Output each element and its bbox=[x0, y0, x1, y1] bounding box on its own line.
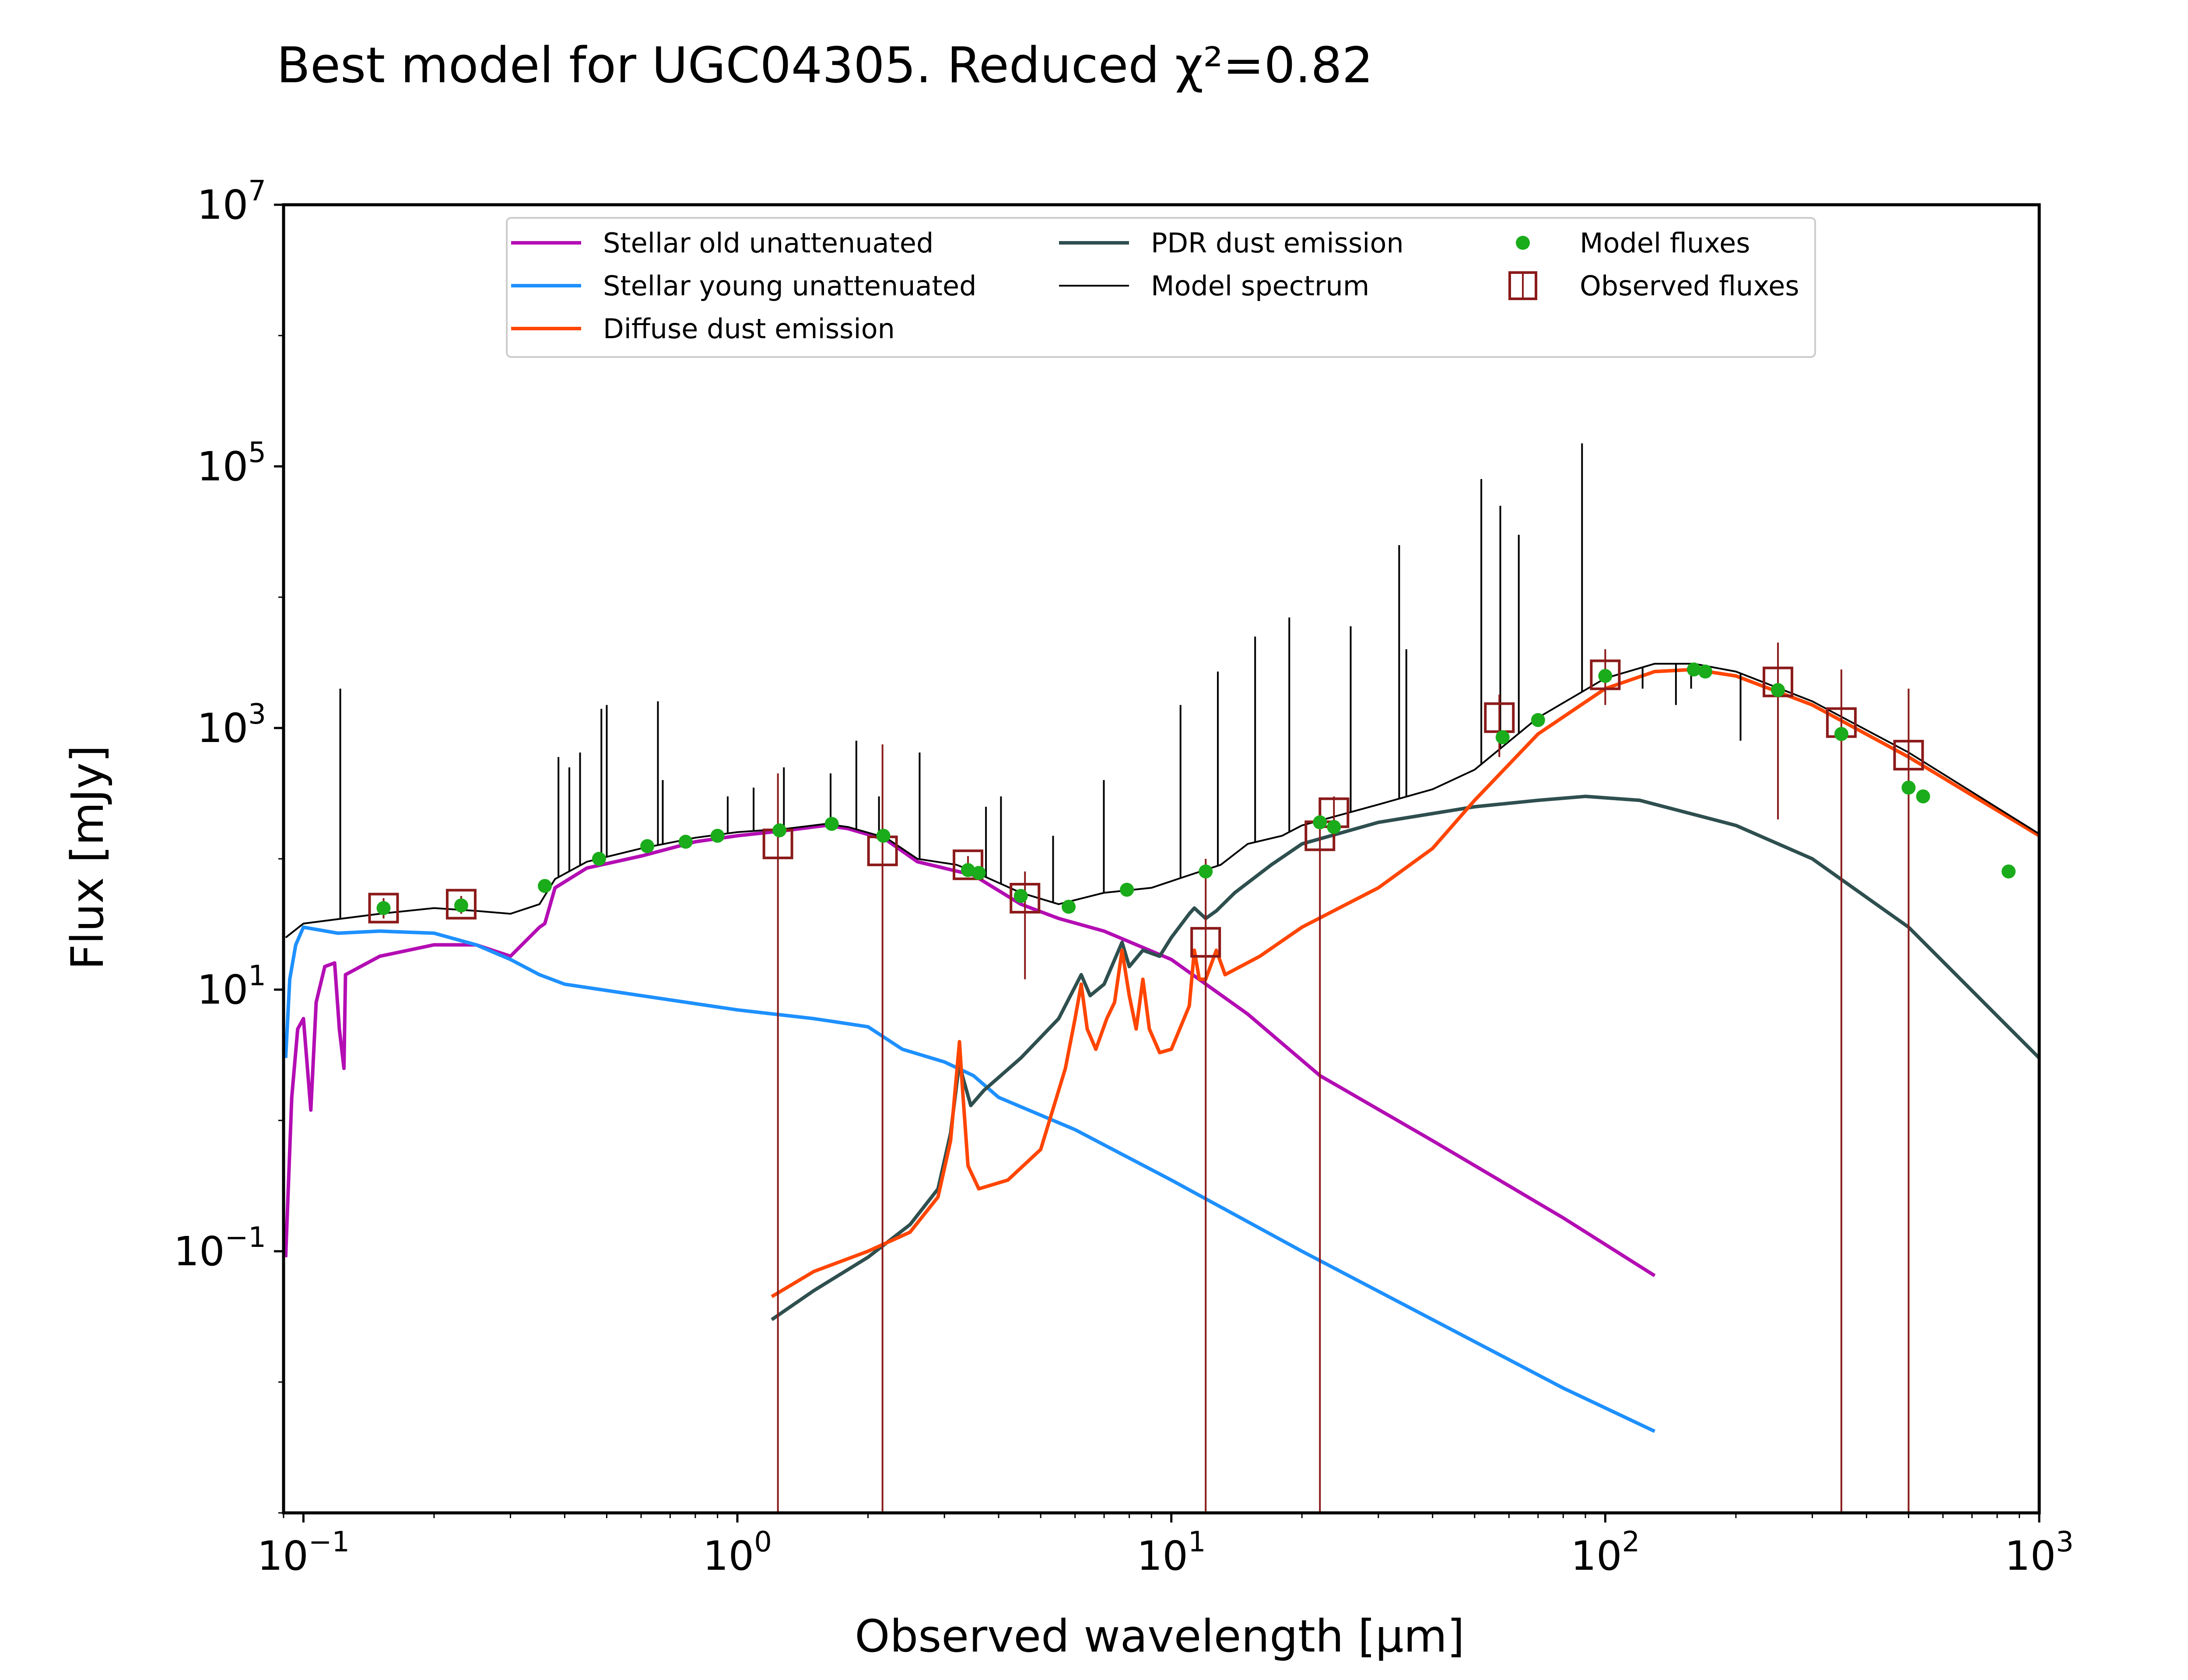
y-axis-label: Flux [mJy] bbox=[62, 745, 114, 970]
y-tick-label: 107 bbox=[197, 175, 266, 228]
series-stellar-young-unattenuated bbox=[284, 925, 1656, 1433]
legend-label: Stellar young unattenuated bbox=[603, 270, 976, 302]
series-stellar-old-unattenuated bbox=[284, 823, 1656, 1278]
legend-item-model-fluxes: Model fluxes bbox=[1516, 227, 1750, 259]
legend: Stellar old unattenuated Stellar young un… bbox=[506, 217, 1816, 358]
model-flux-point bbox=[376, 901, 391, 915]
model-flux-point bbox=[454, 898, 468, 913]
legend-box bbox=[506, 217, 1816, 358]
y-axis: 10−1 101 103 105 107 bbox=[174, 175, 284, 1514]
legend-item-model-spectrum: Model spectrum bbox=[1059, 270, 1369, 302]
legend-label: Observed fluxes bbox=[1580, 270, 1799, 302]
model-flux-point bbox=[1327, 820, 1341, 834]
series-model-spectrum bbox=[285, 663, 2039, 938]
y-tick-label: 101 bbox=[197, 960, 266, 1013]
model-flux-point bbox=[1062, 900, 1076, 914]
model-flux-point bbox=[961, 863, 975, 877]
legend-label: PDR dust emission bbox=[1151, 227, 1404, 259]
model-flux-point bbox=[971, 866, 986, 880]
model-flux-point bbox=[1771, 683, 1785, 697]
plot-frame bbox=[282, 203, 2041, 1515]
model-flux-point bbox=[1313, 815, 1327, 830]
model-flux-point bbox=[1531, 713, 1545, 727]
markers-layer bbox=[368, 642, 2016, 1513]
legend-swatch bbox=[1516, 236, 1530, 250]
x-tick-label: 101 bbox=[1137, 1526, 1206, 1579]
model-flux-point bbox=[678, 835, 693, 849]
model-flux-point bbox=[1698, 665, 1712, 679]
model-flux-point bbox=[1495, 730, 1510, 745]
y-tick-label: 10−1 bbox=[174, 1222, 266, 1275]
model-flux-point bbox=[1901, 780, 1916, 795]
observed-flux-marker bbox=[953, 849, 984, 880]
y-tick-label: 103 bbox=[197, 698, 266, 752]
legend-item-stellar-young-unattenuated: Stellar young unattenuated bbox=[511, 270, 976, 302]
legend-label: Stellar old unattenuated bbox=[603, 227, 933, 259]
model-flux-point bbox=[1120, 882, 1134, 897]
x-tick-label: 103 bbox=[2005, 1526, 2074, 1579]
x-tick-label: 102 bbox=[1571, 1526, 1640, 1579]
model-flux-point bbox=[1199, 864, 1213, 878]
model-flux-point bbox=[876, 829, 891, 843]
model-flux-point bbox=[592, 852, 606, 866]
observed-flux-marker bbox=[1590, 659, 1621, 690]
legend-item-observed-fluxes: Observed fluxes bbox=[1508, 270, 1799, 302]
chart-title: Best model for UGC04305. Reduced χ²=0.82 bbox=[277, 37, 1373, 94]
model-flux-point bbox=[1687, 662, 1701, 677]
model-flux-point bbox=[772, 823, 787, 837]
y-tick-label: 105 bbox=[197, 437, 266, 490]
legend-label: Model spectrum bbox=[1151, 270, 1369, 302]
model-flux-point bbox=[2002, 864, 2016, 878]
legend-item-stellar-old-unattenuated: Stellar old unattenuated bbox=[511, 227, 933, 259]
model-flux-point bbox=[710, 829, 725, 843]
x-tick-label: 10−1 bbox=[257, 1526, 350, 1579]
observed-flux-marker bbox=[445, 889, 477, 920]
model-flux-point bbox=[1598, 669, 1613, 683]
series-layer bbox=[284, 443, 2039, 1433]
observed-flux-marker bbox=[1190, 927, 1221, 958]
model-flux-point bbox=[1834, 727, 1848, 741]
legend-item-diffuse-dust-emission: Diffuse dust emission bbox=[511, 313, 895, 345]
legend-label: Model fluxes bbox=[1580, 227, 1750, 259]
observed-flux-marker bbox=[368, 892, 399, 924]
model-flux-point bbox=[538, 879, 552, 893]
observed-flux-marker bbox=[1893, 740, 1924, 771]
model-flux-point bbox=[1916, 789, 1930, 804]
x-axis: 10−1 100 101 102 103 bbox=[257, 1513, 2074, 1579]
model-flux-point bbox=[640, 839, 655, 854]
model-flux-point bbox=[824, 817, 839, 831]
observed-flux-marker bbox=[1010, 883, 1041, 914]
legend-item-pdr-dust-emission: PDR dust emission bbox=[1059, 227, 1404, 259]
model-flux-point bbox=[1013, 889, 1028, 903]
legend-label: Diffuse dust emission bbox=[603, 313, 895, 345]
x-axis-label: Observed wavelength [μm] bbox=[855, 1610, 1465, 1662]
series-diffuse-dust-emission bbox=[771, 668, 2039, 1298]
x-tick-label: 100 bbox=[703, 1526, 772, 1579]
